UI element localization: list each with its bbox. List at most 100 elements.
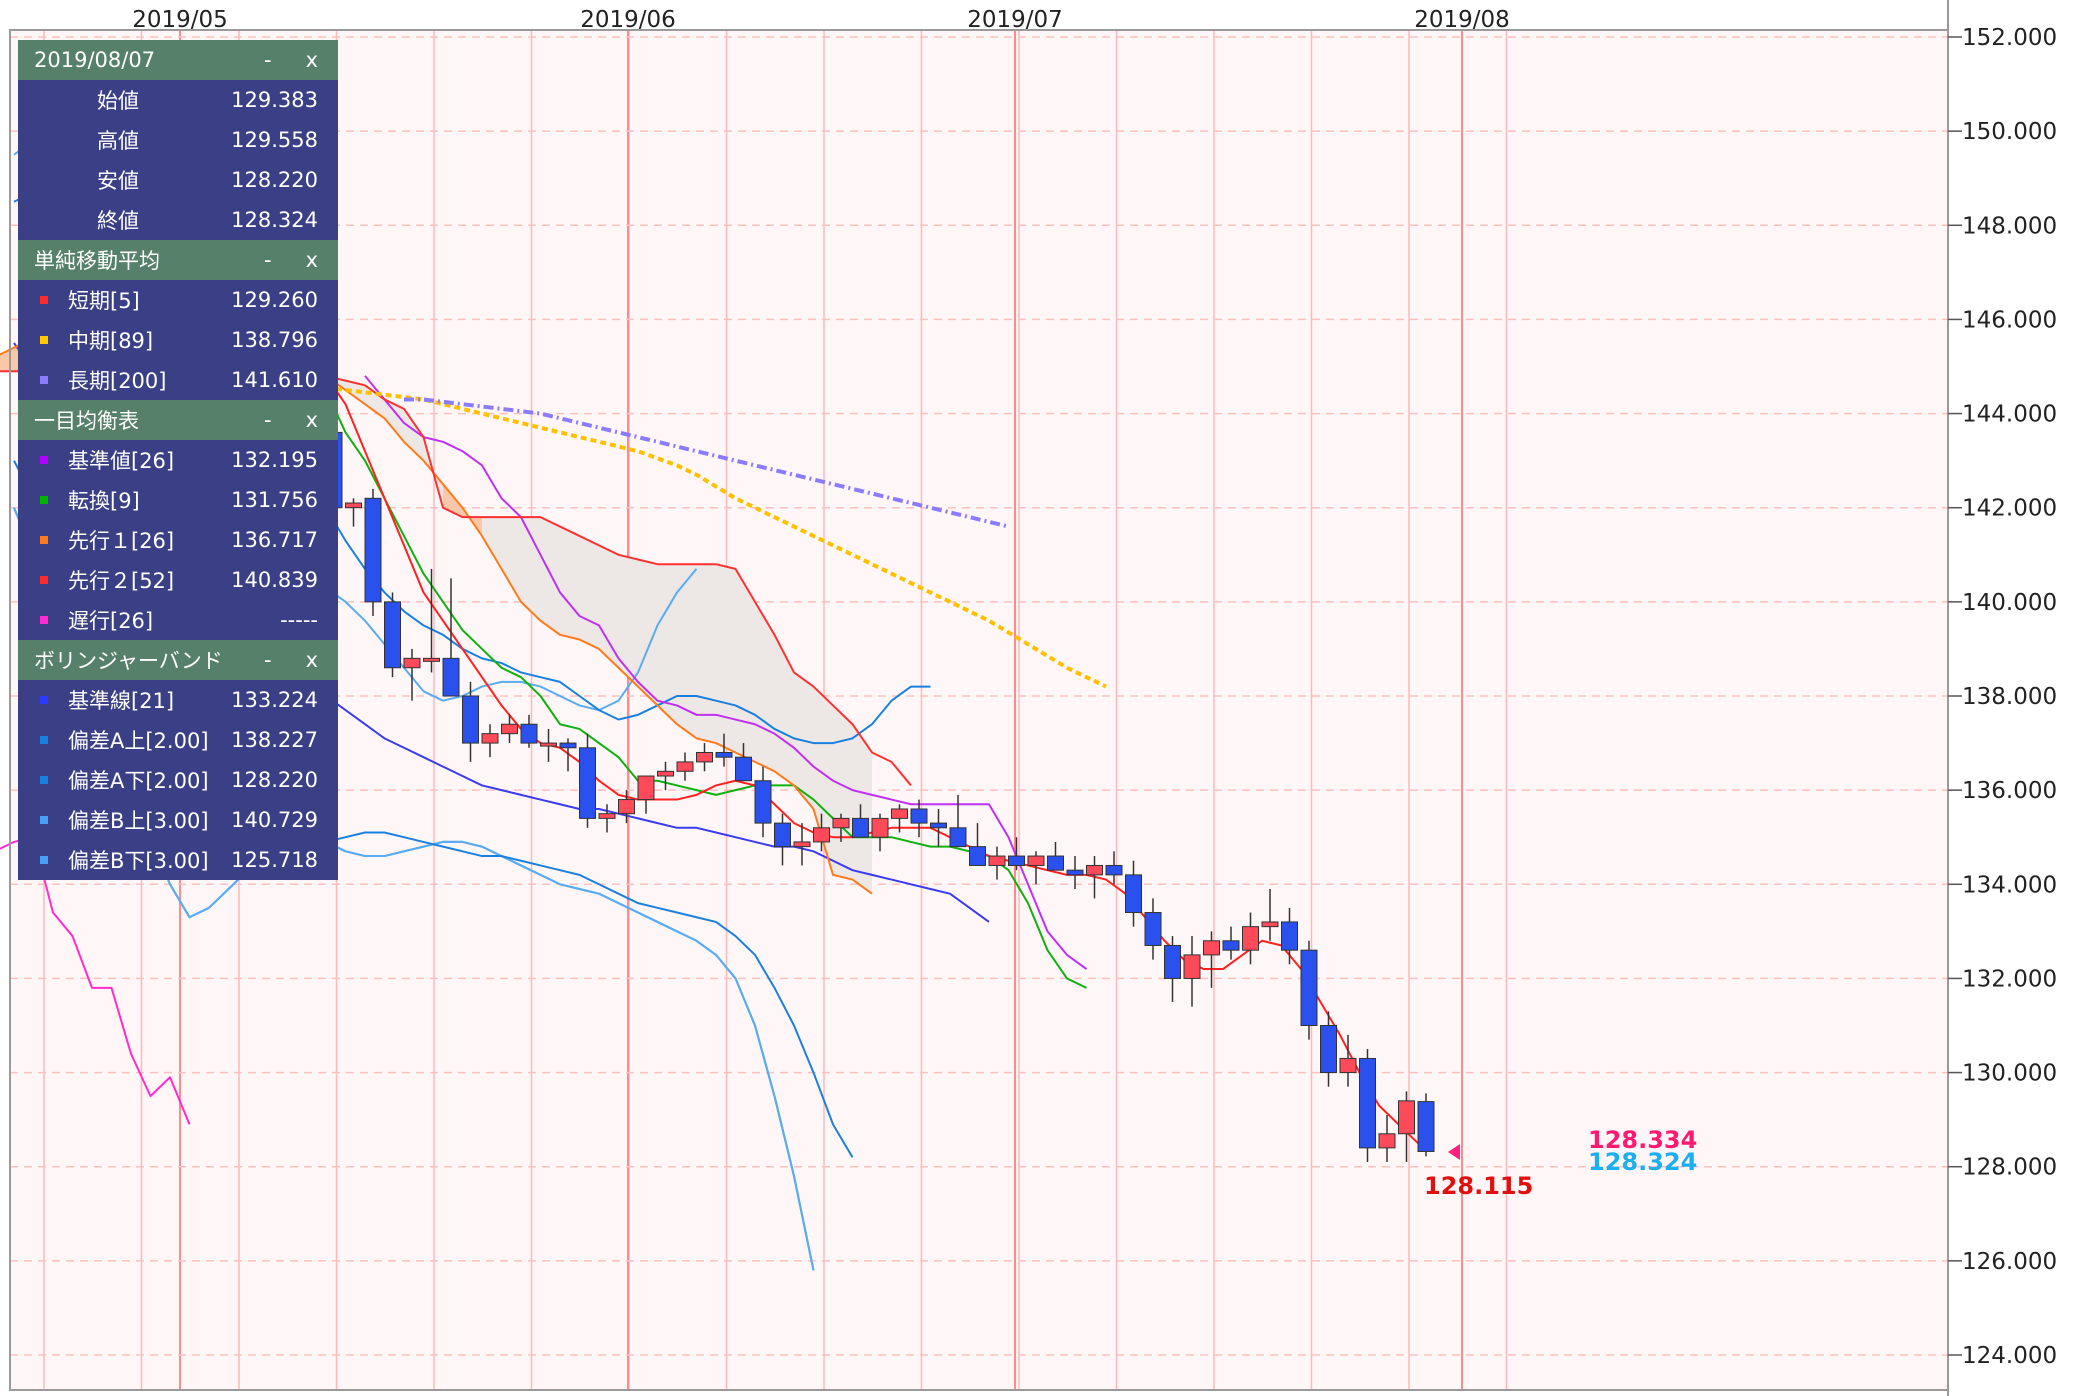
- cloud-segment: [579, 535, 599, 649]
- kijun-line: [364, 375, 1088, 970]
- cloud-segment: [384, 399, 404, 442]
- bollinger-row: 偏差B上[3.00] 140.729: [18, 800, 338, 840]
- candle-body: [1339, 1057, 1357, 1074]
- ichimoku-row: 基準値[26] 132.195: [18, 440, 338, 480]
- x-axis: 2019/05 2019/06 2019/07 2019/08: [132, 7, 1510, 33]
- candle-body: [1222, 940, 1240, 951]
- candle-body: [364, 497, 382, 603]
- candle-body: [910, 808, 928, 824]
- y-tick-label: 126.000: [1962, 1249, 2057, 1275]
- bollinger-row: 偏差A下[2.00] 128.220: [18, 760, 338, 800]
- candle-body: [1125, 874, 1142, 914]
- ichimoku-title: 一目均衡表: [34, 409, 139, 433]
- bollinger-row: 偏差B下[3.00] 125.718: [18, 840, 338, 880]
- y-tick-label: 150.000: [1962, 119, 2057, 145]
- candle-body: [969, 846, 986, 866]
- cloud-segment: [540, 517, 560, 635]
- candle-body: [891, 808, 908, 819]
- legend-swatch: [40, 736, 48, 744]
- candlesticks: [325, 422, 1435, 1163]
- x-tick-label: 2019/06: [580, 7, 676, 33]
- candle-body: [930, 822, 947, 829]
- ichimoku-header: 一目均衡表 - x: [18, 400, 338, 440]
- candle-body: [1320, 1025, 1337, 1074]
- legend-swatch: [40, 536, 48, 544]
- candle-body: [540, 742, 557, 747]
- candle-body: [501, 723, 518, 735]
- y-tick-label: 148.000: [1962, 213, 2057, 239]
- candle-body: [949, 827, 967, 848]
- ohlc-label: 高値: [97, 129, 139, 153]
- cloud-segment: [852, 724, 872, 894]
- ichimoku-row: 先行１[26] 136.717: [18, 520, 338, 560]
- ichimoku-label: 先行１[26]: [68, 529, 175, 553]
- bollinger-value: 125.718: [231, 848, 318, 872]
- y-tick-label: 134.000: [1962, 872, 2057, 898]
- bollinger-value: 138.227: [231, 728, 318, 752]
- ichimoku-label: 基準値[26]: [68, 449, 175, 473]
- candle-body: [1027, 855, 1045, 866]
- sma-row: 長期[200] 141.610: [18, 360, 338, 400]
- candle-body: [618, 799, 635, 815]
- candle-body: [1008, 855, 1025, 866]
- candle-body: [559, 742, 577, 749]
- candle-body: [345, 502, 362, 509]
- ichimoku-label: 遅行[26]: [68, 609, 154, 633]
- cloud-segment: [755, 601, 775, 772]
- chikou-line: [0, 836, 191, 1125]
- minimize-button[interactable]: -: [263, 408, 272, 432]
- cloud-segment: [560, 526, 580, 640]
- horizontal-gridlines: [10, 36, 1948, 1356]
- sma-value: 141.610: [231, 368, 318, 392]
- ohlc-header: 2019/08/07 - x: [18, 40, 338, 80]
- candle-body: [754, 780, 772, 824]
- legend-swatch: [40, 496, 48, 504]
- candle-body: [1261, 921, 1279, 928]
- candle-body: [793, 841, 811, 848]
- ohlc-row: 始値 129.383: [18, 80, 338, 120]
- bollinger-value: 128.220: [231, 768, 318, 792]
- legend-swatch: [40, 816, 48, 824]
- cloud-segment: [345, 380, 365, 405]
- y-tick-label: 136.000: [1962, 778, 2057, 804]
- minimize-button[interactable]: -: [263, 48, 272, 72]
- ohlc-row: 高値 129.558: [18, 120, 338, 160]
- indicator-panel: 2019/08/07 - x 始値 129.383 高値 129.558 安値 128.22…: [18, 40, 338, 880]
- candle-body: [579, 747, 596, 819]
- bollinger-row: 偏差A上[2.00] 138.227: [18, 720, 338, 760]
- ohlc-date: 2019/08/07: [34, 48, 156, 72]
- minimize-button[interactable]: -: [263, 248, 272, 272]
- candle-body: [1086, 864, 1103, 876]
- ichimoku-label: 転換[9]: [68, 489, 140, 513]
- minimize-button[interactable]: -: [263, 648, 272, 672]
- sma-label: 中期[89]: [68, 329, 154, 353]
- candle-body: [520, 723, 538, 744]
- candle-body: [813, 827, 830, 843]
- ohlc-label: 終値: [97, 209, 139, 233]
- candle-body: [735, 756, 752, 782]
- close-button[interactable]: x: [305, 48, 318, 72]
- y-tick-label: 138.000: [1962, 684, 2057, 710]
- ohlc-value: 129.383: [231, 88, 318, 112]
- price-pointer-icon: [1448, 1144, 1460, 1160]
- cloud-segment: [774, 634, 794, 786]
- ichimoku-value: -----: [280, 608, 318, 632]
- candle-body: [774, 822, 791, 848]
- candle-body: [1144, 912, 1162, 946]
- cloud-segment: [735, 568, 755, 762]
- legend-swatch: [40, 336, 48, 344]
- price-marker-lower: 128.324: [1588, 1148, 1697, 1176]
- cloud-segment: [404, 408, 424, 461]
- ichimoku-value: 131.756: [231, 488, 318, 512]
- cloud-segment: [677, 564, 697, 739]
- legend-swatch: [40, 776, 48, 784]
- tenkan-line: [325, 389, 1087, 989]
- close-button[interactable]: x: [305, 408, 318, 432]
- close-button[interactable]: x: [305, 248, 318, 272]
- ohlc-row: 安値 128.220: [18, 160, 338, 200]
- close-button[interactable]: x: [305, 648, 318, 672]
- bollinger-value: 140.729: [231, 808, 318, 832]
- y-tick-label: 128.000: [1962, 1155, 2057, 1181]
- y-tick-label: 144.000: [1962, 402, 2057, 428]
